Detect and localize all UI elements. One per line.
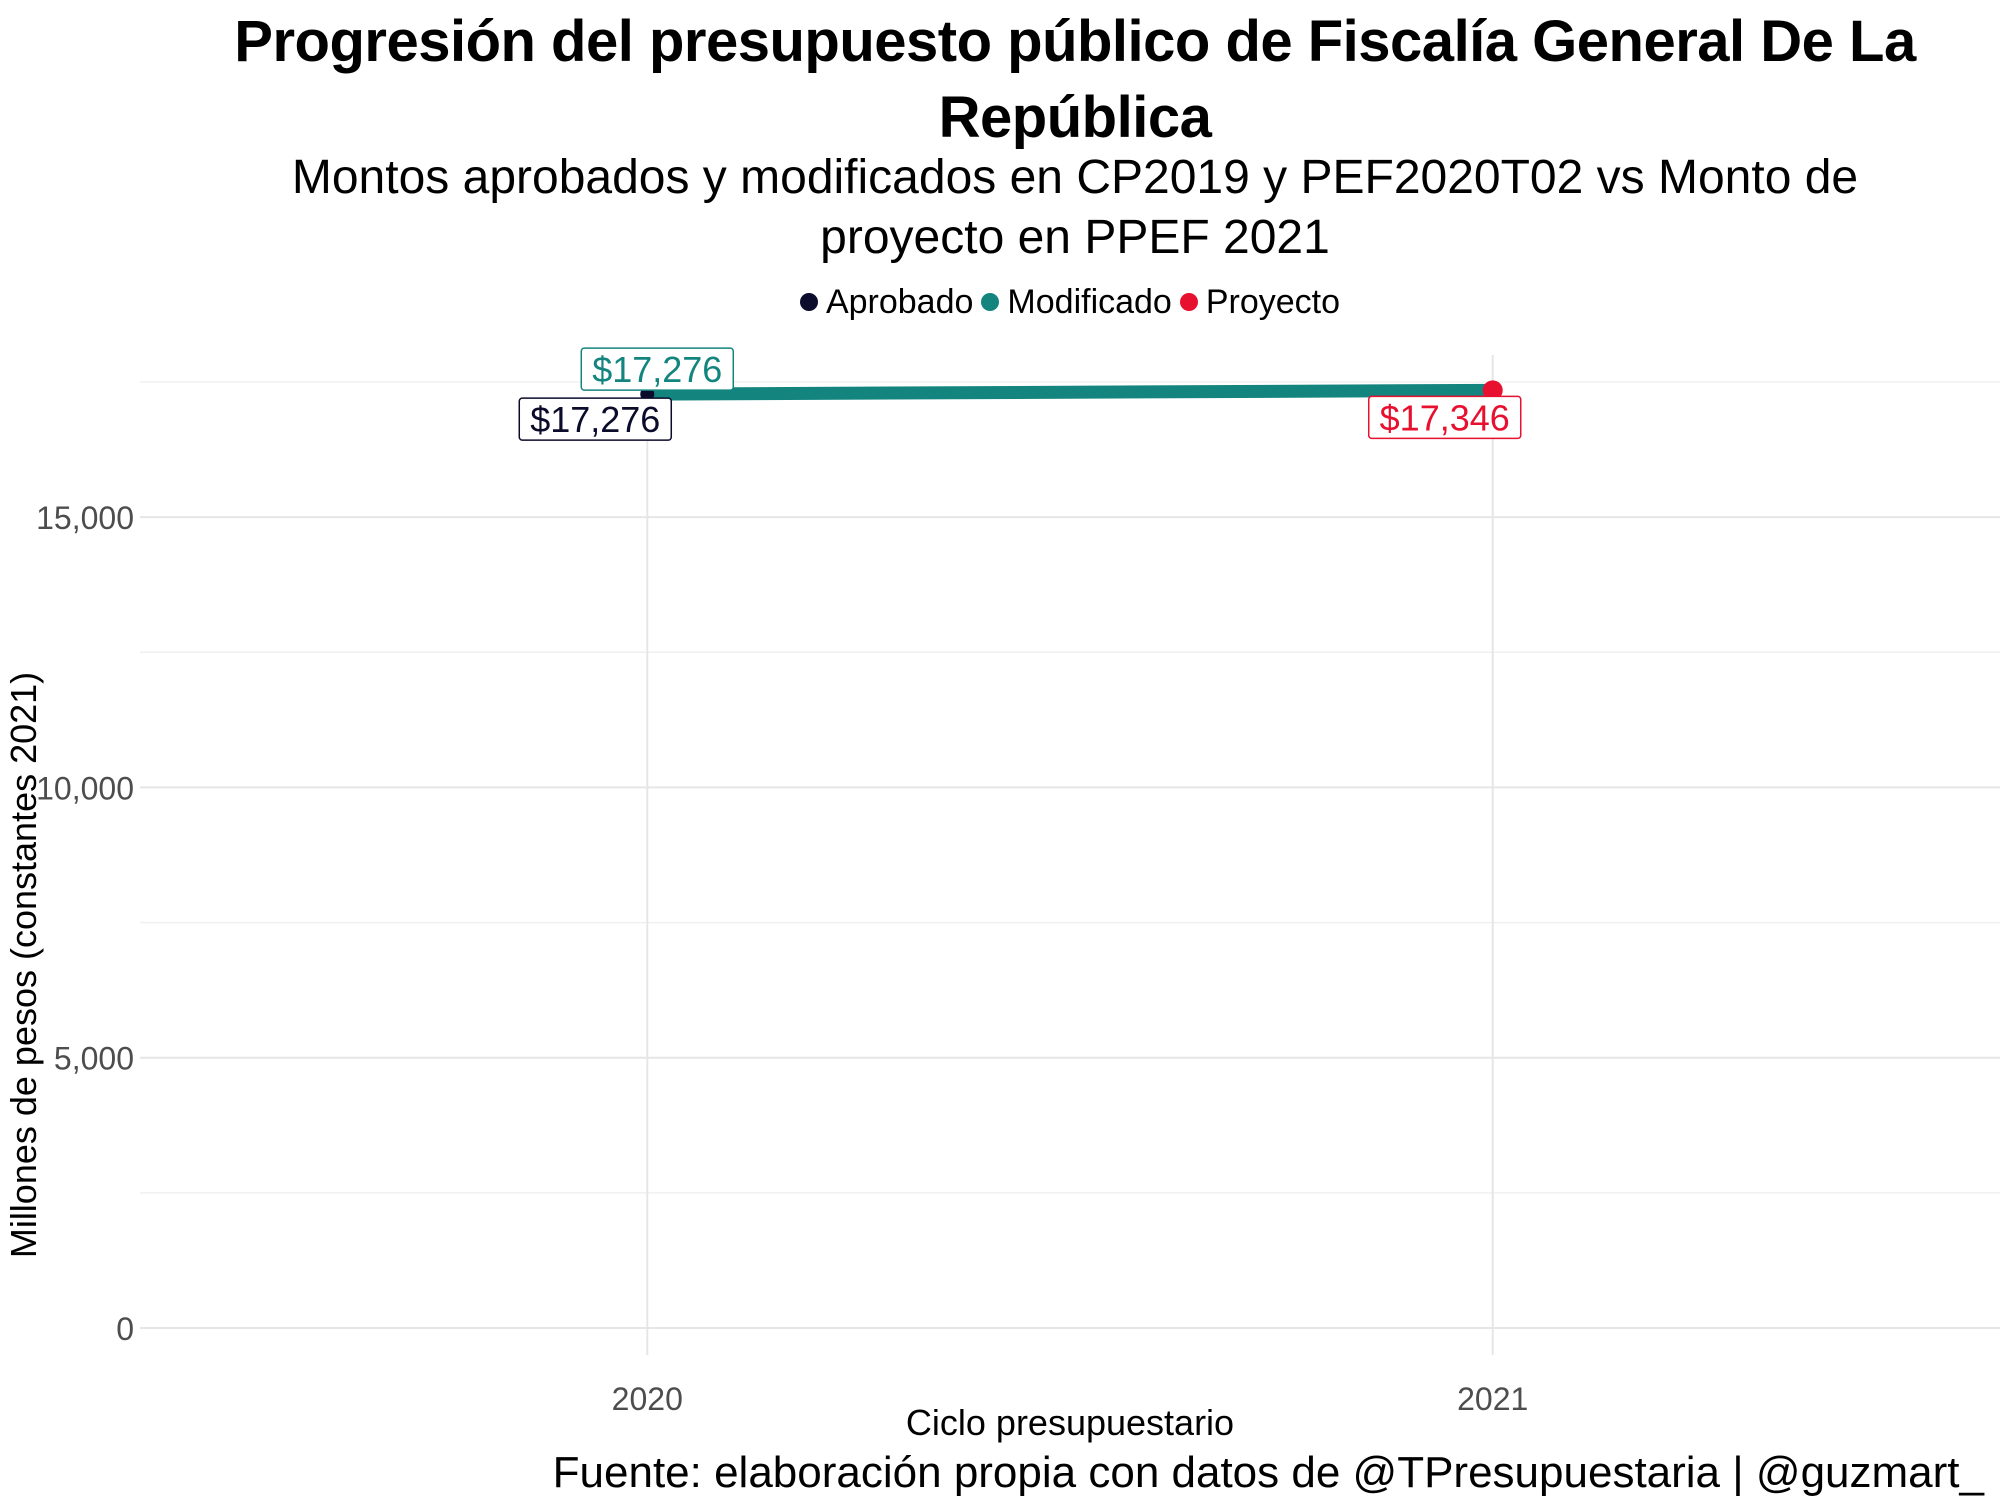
legend-label-modificado: Modificado — [1007, 283, 1172, 321]
y-tick-label: 15,000 — [36, 500, 134, 536]
x-axis-title: Ciclo presupuestario — [906, 1402, 1234, 1443]
y-axis-title: Millones de pesos (constantes 2021) — [3, 672, 44, 1258]
source-caption: Fuente: elaboración propia con datos de … — [552, 1448, 1984, 1497]
chart-title: Progresión del presupuesto público de Fi… — [234, 9, 1916, 150]
data-label-modificado-2020: $17,276 — [592, 349, 722, 390]
data-label-modificado-2020-box — [580, 347, 735, 391]
legend-item-aprobado: Aprobado — [799, 282, 974, 322]
legend-dot-aprobado — [799, 293, 818, 311]
series-line-modificado — [647, 383, 1493, 401]
data-label-proyecto-2021-box — [1367, 395, 1522, 440]
x-tick-label: 2021 — [1457, 1381, 1528, 1417]
y-tick-label: 0 — [116, 1311, 134, 1347]
y-tick-label: 10,000 — [36, 770, 134, 806]
y-tick-label: 5,000 — [54, 1041, 134, 1077]
point-proyecto-2021 — [1482, 380, 1503, 401]
data-label-aprobado-2020: $17,276 — [530, 399, 660, 440]
legend-item-proyecto: Proyecto — [1179, 282, 1341, 322]
data-label-proyecto-2021: $17,346 — [1380, 397, 1510, 438]
data-label-aprobado-2020-box — [518, 397, 673, 441]
legend-label-aprobado: Aprobado — [825, 283, 974, 321]
legend-dot-proyecto — [1179, 293, 1198, 311]
legend-item-modificado: Modificado — [981, 282, 1172, 322]
legend-dot-modificado — [981, 293, 1000, 311]
chart-subtitle: Montos aprobados y modificados en CP2019… — [291, 151, 1859, 264]
x-tick-label: 2020 — [612, 1381, 683, 1417]
legend: Aprobado Modificado Proyecto — [0, 282, 2000, 322]
legend-label-proyecto: Proyecto — [1205, 283, 1341, 321]
